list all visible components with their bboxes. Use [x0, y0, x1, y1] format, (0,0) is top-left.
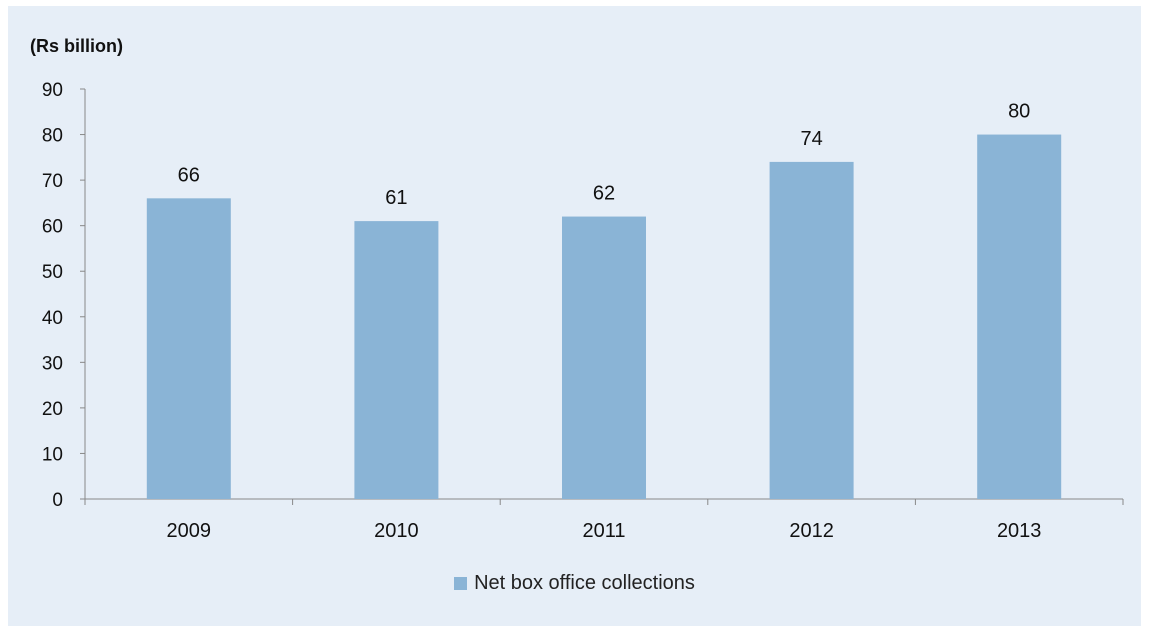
x-tick-label: 2012 [789, 520, 834, 542]
y-tick-label: 70 [42, 171, 63, 192]
y-axis-unit-label: (Rs billion) [30, 36, 123, 56]
bar [146, 198, 231, 500]
y-tick-label: 0 [52, 490, 63, 511]
x-tick-label: 2010 [374, 520, 419, 542]
bar [562, 216, 646, 500]
y-tick-label: 10 [42, 444, 63, 465]
y-tick-label: 90 [42, 80, 63, 101]
x-tick-label: 2009 [167, 520, 212, 542]
legend-label: Net box office collections [474, 572, 695, 594]
data-label: 80 [1008, 101, 1030, 123]
data-label: 74 [800, 128, 822, 150]
x-tick-label: 2011 [582, 520, 625, 542]
data-label: 66 [178, 164, 200, 186]
legend: Net box office collections [0, 572, 1149, 595]
bar [977, 134, 1062, 500]
y-tick-label: 60 [42, 217, 63, 238]
bar [769, 161, 854, 499]
axes: 0 10 20 30 40 50 60 70 80 90 2009 2010 2011 2012 2013 [42, 80, 1124, 542]
data-label: 62 [593, 183, 615, 205]
bar [354, 221, 439, 499]
x-tick-label: 2013 [997, 520, 1042, 542]
y-tick-label: 40 [42, 308, 63, 329]
data-labels: 66 61 62 74 80 [178, 101, 1031, 210]
bars [146, 134, 1062, 500]
legend-swatch [454, 577, 468, 590]
data-label: 61 [385, 187, 407, 209]
y-tick-label: 30 [42, 353, 63, 374]
y-tick-label: 20 [42, 399, 63, 420]
y-tick-label: 50 [42, 262, 63, 283]
y-tick-label: 80 [42, 126, 63, 147]
